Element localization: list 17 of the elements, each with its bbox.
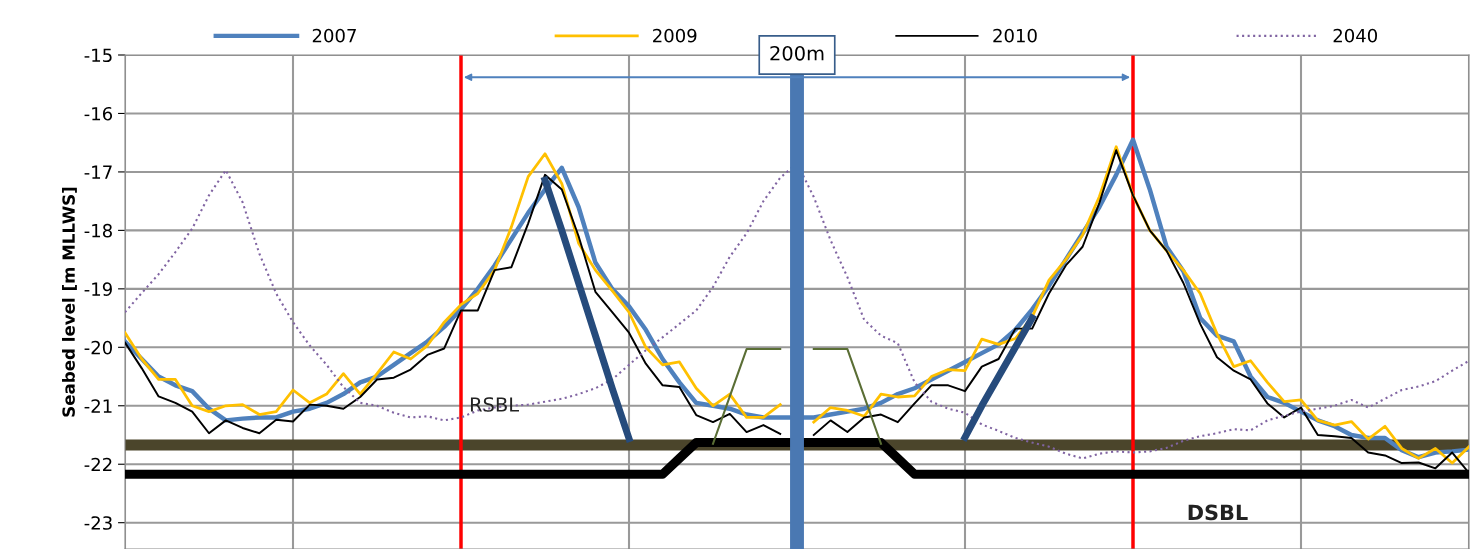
legend-label: 2009 — [653, 28, 697, 43]
y-tick-label: -23 — [84, 516, 112, 530]
annotation: DSBL — [1188, 504, 1248, 521]
y-tick-label: -18 — [84, 223, 112, 238]
y-tick-label: -17 — [84, 165, 112, 179]
y-axis-title: Seabed level [m MLLWS] — [62, 187, 77, 417]
y-tick-label: -19 — [84, 282, 112, 296]
y-tick-label: -15 — [84, 48, 112, 63]
y-tick-label: -20 — [84, 340, 112, 355]
y-tick-label: -21 — [84, 399, 112, 413]
legend-label: 2010 — [993, 28, 1037, 43]
y-tick-label: -16 — [84, 106, 113, 121]
legend-label: 2007 — [312, 28, 356, 43]
y-tick-label: -22 — [84, 457, 112, 472]
annotation: 200m — [770, 45, 824, 61]
legend-label: 2040 — [1333, 28, 1378, 43]
annotation: RSBL — [470, 397, 519, 412]
